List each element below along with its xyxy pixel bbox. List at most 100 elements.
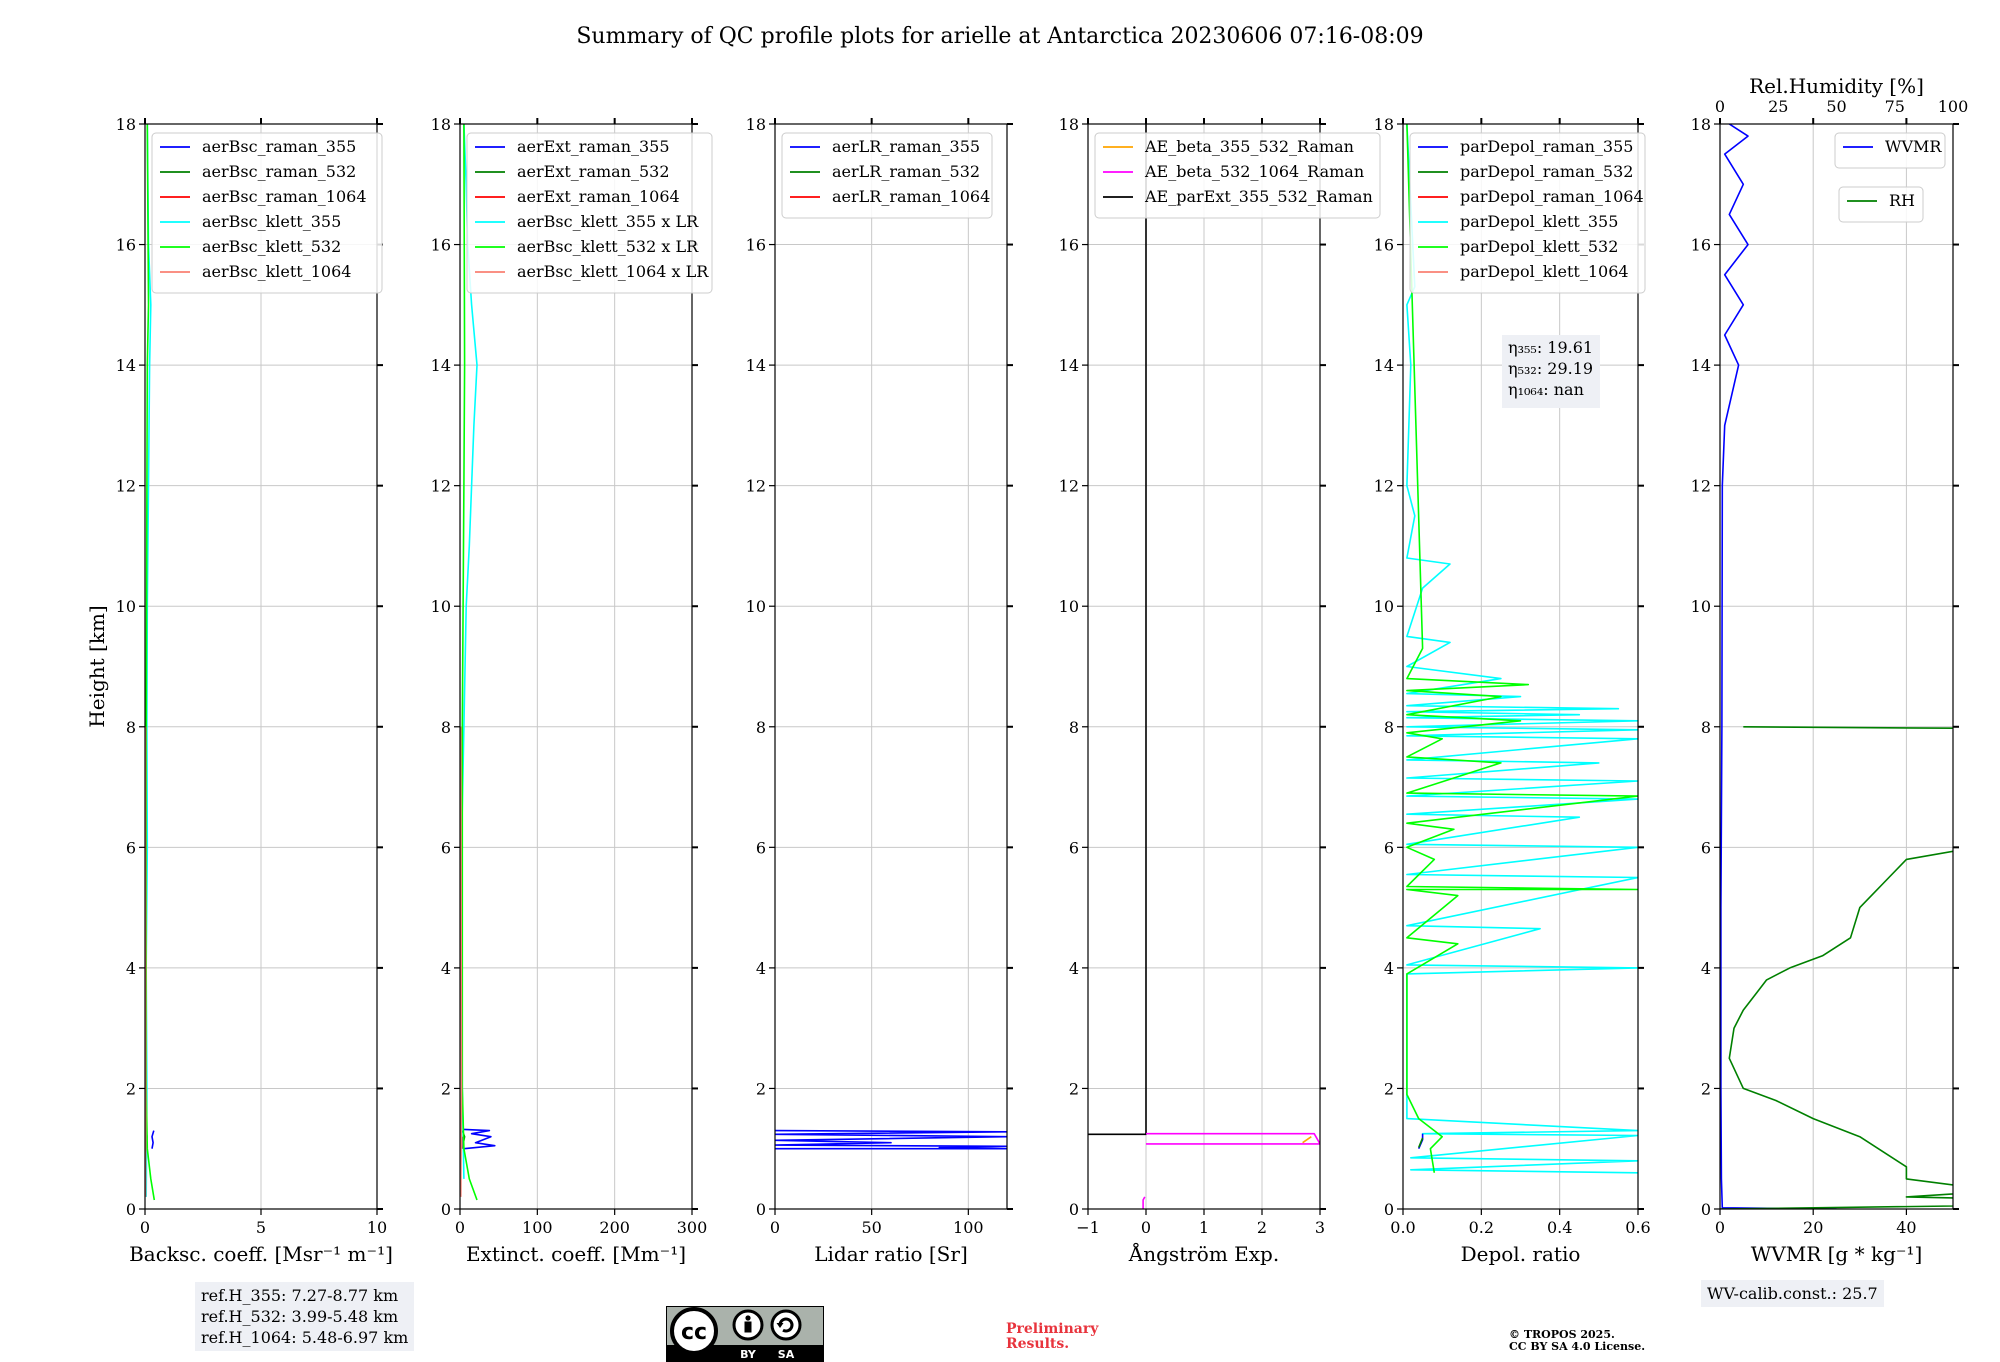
ref-height-355: ref.H_355: 7.27-8.77 km	[201, 1285, 408, 1306]
legend-entry: aerBsc_klett_1064 x LR	[517, 262, 709, 281]
y-tick-label: 12	[1374, 477, 1394, 496]
legend: aerExt_raman_355 aerExt_raman_532 aerExt_r…	[467, 133, 712, 293]
series-aerExt_raman_355	[464, 1129, 495, 1148]
ref-height-1064: ref.H_1064: 5.48-6.97 km	[201, 1327, 408, 1348]
cc-logo-text: cc	[681, 1320, 707, 1345]
legend-entry: aerExt_raman_532	[517, 162, 670, 181]
copyright-note: © TROPOS 2025. CC BY SA 4.0 License.	[1509, 1329, 1645, 1353]
top-x-axis-label: Rel.Humidity [%]	[1749, 74, 1924, 98]
eta-line: η₃₅₅: 19.61	[1508, 338, 1593, 357]
x-tick-label: 20	[1803, 1218, 1823, 1237]
series-WVMR	[1721, 124, 1837, 1209]
y-tick-label: 10	[1374, 597, 1394, 616]
cc-by-sa-badge: cc BY SA	[666, 1306, 824, 1362]
x-tick-label: 100	[953, 1218, 984, 1237]
y-tick-label: 2	[1384, 1079, 1394, 1098]
y-tick-label: 12	[746, 477, 766, 496]
y-tick-label: 8	[441, 718, 451, 737]
x-tick-label: 5	[256, 1218, 266, 1237]
legend-entry: parDepol_klett_355	[1460, 212, 1618, 231]
y-tick-label: 8	[1069, 718, 1079, 737]
y-tick-label: 6	[126, 838, 136, 857]
legend-entry: parDepol_raman_1064	[1460, 187, 1644, 206]
x-tick-label: 200	[599, 1218, 630, 1237]
series-aerLR_raman_355	[775, 1131, 1007, 1149]
x-tick-label: 0.6	[1625, 1218, 1650, 1237]
y-tick-label: 10	[1691, 597, 1711, 616]
x-tick-label: 0	[455, 1218, 465, 1237]
y-tick-label: 18	[746, 115, 766, 134]
y-tick-label: 8	[756, 718, 766, 737]
legend-entry: aerBsc_klett_1064	[202, 262, 351, 281]
legend-entry: aerBsc_klett_355 x LR	[517, 212, 699, 231]
legend: aerBsc_raman_355aerBsc_raman_532aerBsc_r…	[152, 133, 382, 293]
x-tick-label: 40	[1896, 1218, 1916, 1237]
y-tick-label: 12	[431, 477, 451, 496]
axes-frame	[1720, 124, 1953, 1209]
preliminary-results-note: Preliminary Results.	[1006, 1322, 1098, 1352]
y-tick-label: 16	[116, 236, 136, 255]
x-tick-label: 0	[770, 1218, 780, 1237]
y-tick-label: 16	[746, 236, 766, 255]
y-tick-label: 2	[1701, 1079, 1711, 1098]
y-tick-label: 4	[1069, 959, 1079, 978]
series-AE_beta_532_1064_Raman	[1143, 1197, 1145, 1209]
legend: parDepol_raman_355parDepol_raman_532parD…	[1410, 133, 1645, 293]
legend-entry: aerBsc_klett_532 x LR	[517, 237, 699, 256]
top-x-tick-label: 50	[1826, 97, 1846, 116]
y-tick-label: 14	[1059, 356, 1079, 375]
ref-height-532: ref.H_532: 3.99-5.48 km	[201, 1306, 408, 1327]
y-tick-label: 4	[1384, 959, 1394, 978]
y-tick-label: 14	[746, 356, 766, 375]
x-tick-label: 0.2	[1469, 1218, 1494, 1237]
legend-entry: aerBsc_raman_532	[202, 162, 356, 181]
legend: AE_beta_355_532_RamanAE_beta_532_1064_Ra…	[1095, 133, 1380, 218]
legend-entry: aerLR_raman_532	[832, 162, 980, 181]
y-tick-label: 12	[1691, 477, 1711, 496]
y-tick-label: 18	[1374, 115, 1394, 134]
copyright-line-2: CC BY SA 4.0 License.	[1509, 1341, 1645, 1353]
legend-entry: AE_parExt_355_532_Raman	[1144, 187, 1373, 206]
x-tick-label: 0.0	[1390, 1218, 1415, 1237]
y-tick-label: 18	[431, 115, 451, 134]
eta-line: η₁₀₆₄: nan	[1508, 380, 1584, 399]
y-tick-label: 10	[746, 597, 766, 616]
x-tick-label: 1	[1199, 1218, 1209, 1237]
by-label: BY	[740, 1348, 757, 1361]
legend-rh: RH	[1839, 187, 1923, 222]
series-AE_parExt_355_532_Raman	[1088, 124, 1146, 1134]
series-aerBsc_klett_1064 x LR	[461, 727, 462, 1197]
x-axis-label: WVMR [g * kg⁻¹]	[1751, 1242, 1923, 1266]
y-tick-label: 12	[1059, 477, 1079, 496]
x-tick-label: 2	[1257, 1218, 1267, 1237]
legend-entry: aerExt_raman_1064	[517, 187, 680, 206]
y-tick-label: 4	[126, 959, 136, 978]
legend-entry: AE_beta_355_532_Raman	[1144, 137, 1354, 156]
y-tick-label: 2	[126, 1079, 136, 1098]
legend-entry: aerBsc_raman_1064	[202, 187, 367, 206]
y-tick-label: 18	[1691, 115, 1711, 134]
y-tick-label: 6	[1069, 838, 1079, 857]
x-tick-label: 10	[367, 1218, 387, 1237]
y-tick-label: 10	[431, 597, 451, 616]
y-tick-label: 2	[1069, 1079, 1079, 1098]
y-tick-label: 6	[441, 838, 451, 857]
y-tick-label: 0	[1384, 1200, 1394, 1219]
y-axis-label: Height [km]	[85, 605, 109, 727]
y-tick-label: 16	[1691, 236, 1711, 255]
x-tick-label: 100	[522, 1218, 553, 1237]
y-tick-label: 6	[756, 838, 766, 857]
y-tick-label: 0	[1069, 1200, 1079, 1219]
y-tick-label: 14	[1691, 356, 1711, 375]
x-tick-label: 0	[1715, 1218, 1725, 1237]
x-tick-label: 3	[1315, 1218, 1325, 1237]
legend-entry: parDepol_raman_355	[1460, 137, 1633, 156]
y-tick-label: 8	[126, 718, 136, 737]
x-axis-label: Ångström Exp.	[1128, 1241, 1279, 1266]
legend-entry: aerExt_raman_355	[517, 137, 670, 156]
